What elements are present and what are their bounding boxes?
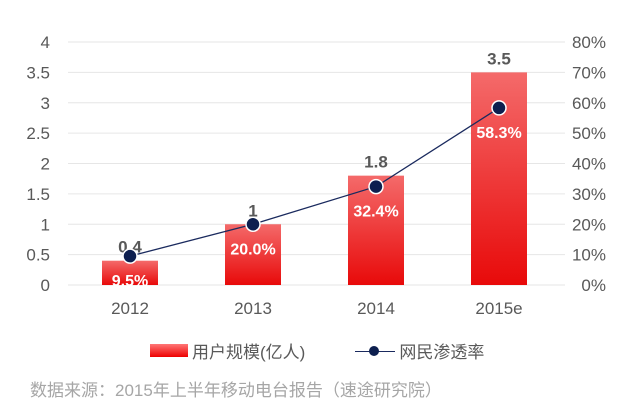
y-left-tick-label: 2 [41, 155, 50, 174]
bar-data-label: 3.5 [487, 49, 511, 68]
line-point [491, 100, 507, 116]
y-left-tick-label: 1.5 [26, 185, 50, 204]
y-right-tick-label: 70% [572, 63, 606, 82]
line-point [122, 248, 138, 264]
x-tick-label: 2015e [475, 299, 522, 318]
combo-chart: 00.511.522.533.540%10%20%30%40%50%60%70%… [26, 33, 606, 318]
line-data-label: 20.0% [230, 241, 275, 258]
y-left-tick-label: 0.5 [26, 246, 50, 265]
line-point [368, 178, 384, 195]
line-data-label: 32.4% [353, 204, 398, 221]
y-right-tick-label: 40% [572, 155, 606, 174]
y-right-tick-label: 80% [572, 33, 606, 52]
penetration-line [129, 107, 500, 257]
y-left-tick-label: 3.5 [26, 63, 50, 82]
y-left-tick-label: 0 [41, 276, 50, 295]
legend-line-marker-icon [355, 344, 396, 358]
y-right-tick-label: 50% [572, 124, 606, 143]
y-right-tick-label: 60% [572, 94, 606, 113]
y-right-tick-label: 30% [572, 185, 606, 204]
line-point [245, 216, 261, 232]
legend-bar-label: 用户规模(亿人) [192, 343, 306, 362]
y-left-tick-label: 2.5 [26, 124, 50, 143]
bar [225, 224, 281, 285]
y-left-tick-label: 3 [41, 94, 50, 113]
x-tick-label: 2012 [111, 299, 149, 318]
bar-data-label: 1 [248, 201, 257, 220]
y-right-tick-label: 0% [581, 276, 606, 295]
legend: 用户规模(亿人) 网民渗透率 [150, 338, 484, 363]
legend-bar-swatch [150, 344, 188, 357]
x-tick-label: 2014 [357, 299, 395, 318]
bar [102, 260, 158, 285]
x-tick-label: 2013 [234, 299, 272, 318]
y-left-tick-label: 1 [41, 215, 50, 234]
y-left-tick-label: 4 [41, 33, 50, 52]
source-note: 数据来源：2015年上半年移动电台报告（速途研究院） [30, 381, 442, 400]
bar-data-label: 1.8 [364, 153, 388, 172]
y-right-tick-label: 10% [572, 246, 606, 265]
legend-line-label: 网民渗透率 [399, 343, 485, 362]
line-data-label: 58.3% [476, 125, 521, 142]
y-right-tick-label: 20% [572, 215, 606, 234]
line-data-label: 9.5% [112, 273, 148, 290]
